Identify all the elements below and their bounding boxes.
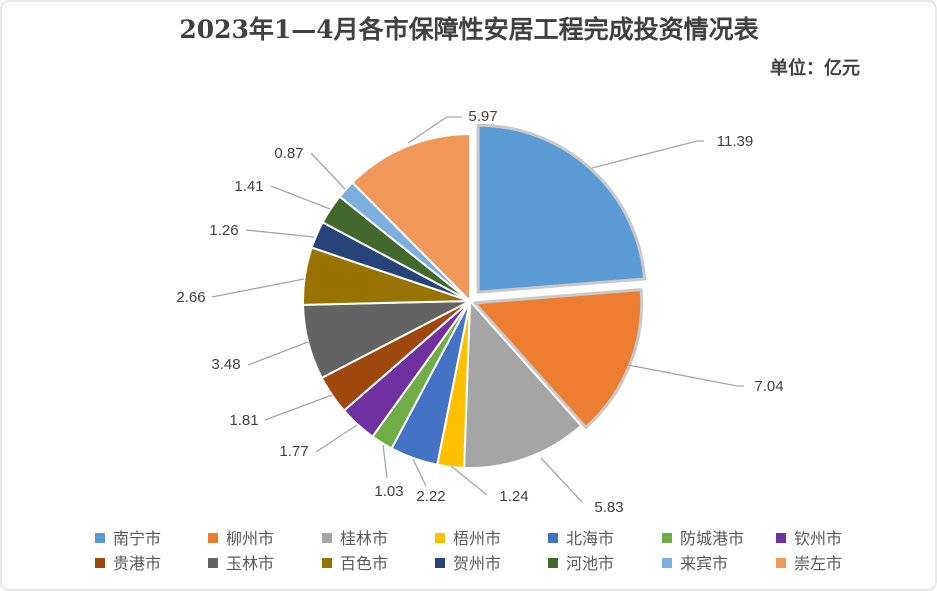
legend-label: 贺州市 [453, 554, 501, 573]
data-label: 7.04 [754, 378, 783, 395]
legend-swatch [322, 558, 332, 568]
leader-line [315, 424, 358, 453]
pie-slice [463, 300, 583, 469]
legend-swatch [776, 533, 786, 543]
leader-line [264, 394, 333, 421]
legend-item: 贵港市 [95, 554, 161, 573]
legend-swatch [548, 533, 558, 543]
legend-label: 柳州市 [226, 529, 274, 548]
data-labels: 11.39 7.04 5.83 1.24 2.22 1.03 1.77 1.81… [176, 108, 783, 516]
legend-label: 百色市 [340, 554, 388, 573]
legend-swatch [95, 533, 105, 543]
data-label: 3.48 [211, 356, 240, 373]
leader-line [627, 364, 744, 387]
legend-label: 桂林市 [340, 529, 388, 548]
data-label: 1.41 [234, 178, 263, 195]
pie-slice [351, 133, 471, 302]
legend-label: 河池市 [566, 554, 614, 573]
leader-line [540, 457, 583, 503]
leader-line [270, 185, 331, 210]
leader-line [245, 229, 315, 238]
legend-swatch [95, 558, 105, 568]
leader-line [211, 278, 305, 298]
data-label: 5.83 [594, 499, 623, 516]
leader-line [310, 152, 346, 190]
legend-item: 河池市 [548, 554, 614, 573]
legend-item: 柳州市 [208, 529, 274, 548]
legend-swatch [208, 533, 218, 543]
legend-item: 钦州市 [776, 529, 842, 548]
legend-swatch [776, 558, 786, 568]
legend-swatch [435, 533, 445, 543]
legend-item: 桂林市 [322, 529, 388, 548]
legend-item: 防城港市 [662, 529, 744, 548]
data-label: 1.77 [279, 443, 308, 460]
leader-line [591, 140, 704, 169]
legend-item: 玉林市 [208, 554, 274, 573]
legend-item: 百色市 [322, 554, 388, 573]
pie-slices [302, 123, 647, 469]
legend-swatch [322, 533, 332, 543]
legend-label: 防城港市 [680, 529, 744, 548]
leader-lines [211, 116, 744, 503]
legend-item: 贺州市 [435, 554, 501, 573]
legend-label: 钦州市 [794, 529, 842, 548]
legend-label: 崇左市 [794, 554, 842, 573]
data-label: 2.66 [176, 289, 205, 306]
data-label: 1.24 [499, 488, 528, 505]
legend: 南宁市 柳州市 桂林市 梧州市 北海市 防城港市 钦州市 贵港市 [95, 529, 842, 573]
legend-label: 南宁市 [113, 529, 161, 548]
data-label: 11.39 [717, 133, 753, 150]
data-label: 2.22 [416, 488, 445, 505]
legend-swatch [662, 558, 672, 568]
data-label: 5.97 [468, 108, 497, 125]
legend-item: 南宁市 [95, 529, 161, 548]
leader-line [247, 341, 309, 366]
legend-item: 梧州市 [435, 529, 501, 548]
legend-item: 崇左市 [776, 554, 842, 573]
legend-swatch [208, 558, 218, 568]
data-label: 0.87 [274, 145, 303, 162]
leader-line [450, 465, 488, 496]
unit-label: 单位：亿元 [770, 57, 860, 79]
legend-label: 贵港市 [113, 554, 161, 573]
legend-swatch [662, 533, 672, 543]
data-label: 1.26 [209, 222, 238, 239]
leader-line [412, 458, 427, 487]
legend-label: 梧州市 [453, 529, 501, 548]
legend-label: 玉林市 [226, 554, 274, 573]
legend-swatch [548, 558, 558, 568]
leader-line [407, 116, 462, 144]
legend-label: 北海市 [566, 529, 614, 548]
leader-line [382, 444, 388, 479]
chart-title: 2023年1—4月各市保障性安居工程完成投资情况表 [179, 15, 759, 44]
legend-swatch [435, 558, 445, 568]
legend-label: 来宾市 [680, 554, 728, 573]
pie-slice [476, 123, 647, 294]
data-label: 1.03 [374, 483, 403, 500]
data-label: 1.81 [229, 412, 258, 429]
legend-item: 来宾市 [662, 554, 728, 573]
legend-item: 北海市 [548, 529, 614, 548]
